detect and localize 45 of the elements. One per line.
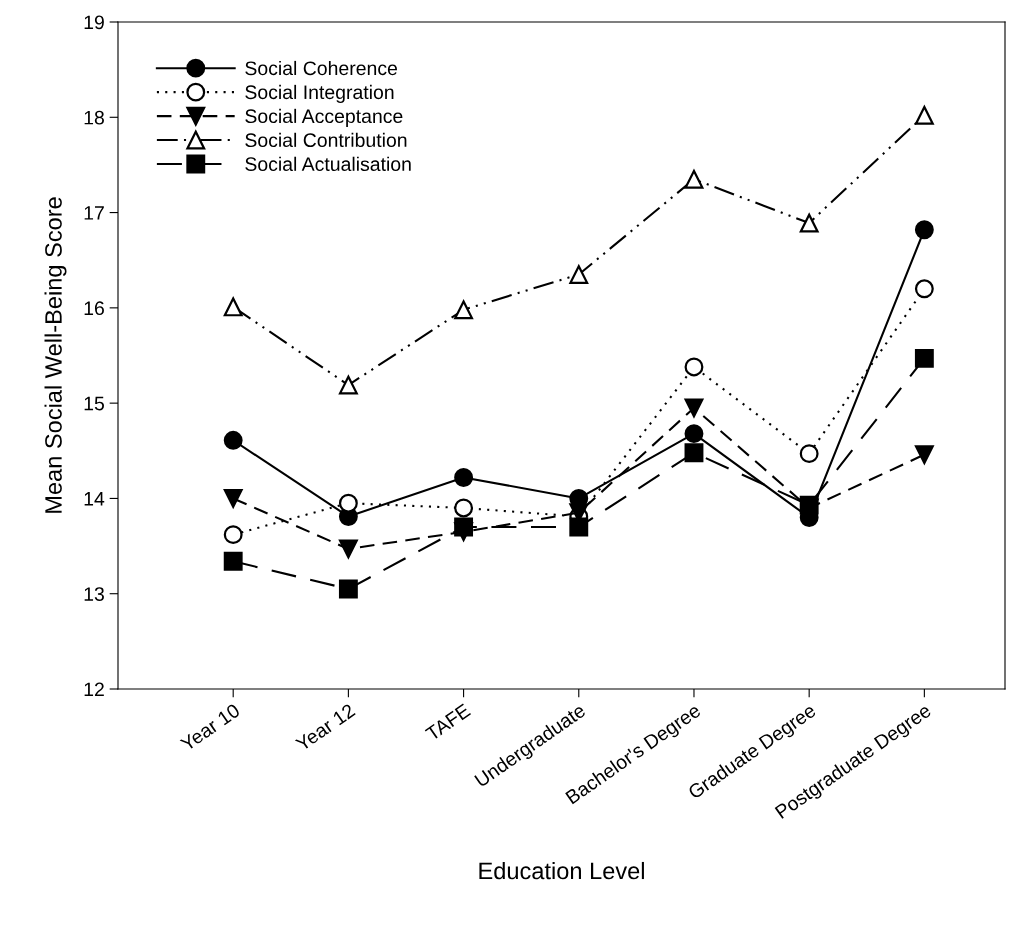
point <box>223 551 243 571</box>
y-tick-label: 13 <box>84 587 104 601</box>
point <box>223 488 243 508</box>
point <box>684 424 704 444</box>
x-tick-label: Year 10 <box>179 703 241 752</box>
y-tick-label: 12 <box>84 682 104 697</box>
point <box>338 493 358 513</box>
point <box>914 220 934 240</box>
point <box>338 539 358 559</box>
point <box>569 517 589 537</box>
y-tick-label: 14 <box>84 492 105 506</box>
point <box>914 445 934 465</box>
point <box>684 443 704 463</box>
point <box>684 357 704 377</box>
point <box>223 430 243 450</box>
y-tick-label: 16 <box>84 301 104 316</box>
point <box>914 105 934 125</box>
point <box>799 444 819 464</box>
point <box>799 495 819 515</box>
y-tick-label: 17 <box>84 206 104 220</box>
point <box>454 498 474 518</box>
y-tick-label: 19 <box>84 15 104 30</box>
point <box>454 300 474 320</box>
point <box>454 517 474 537</box>
point <box>914 279 934 299</box>
x-tick-label: Year 12 <box>294 703 356 752</box>
point <box>338 579 358 599</box>
legend-label: Social Contribution <box>245 132 407 148</box>
y-axis-title: Mean Social Well-Being Score <box>44 197 67 513</box>
point <box>684 398 704 418</box>
legend-label: Social Integration <box>245 84 394 103</box>
point <box>338 375 358 395</box>
point <box>454 468 474 487</box>
point <box>223 525 243 545</box>
point <box>569 265 589 284</box>
y-tick-label: 15 <box>84 396 104 411</box>
point <box>223 297 243 317</box>
legend-label: Social Actualisation <box>245 156 411 172</box>
y-tick-label: 18 <box>84 110 104 125</box>
legend-label: Social Coherence <box>245 60 398 76</box>
point <box>799 213 819 233</box>
legend-label: Social Acceptance <box>245 108 403 127</box>
x-axis-title: Education Level <box>479 861 644 880</box>
point <box>914 348 934 368</box>
point <box>684 169 704 189</box>
